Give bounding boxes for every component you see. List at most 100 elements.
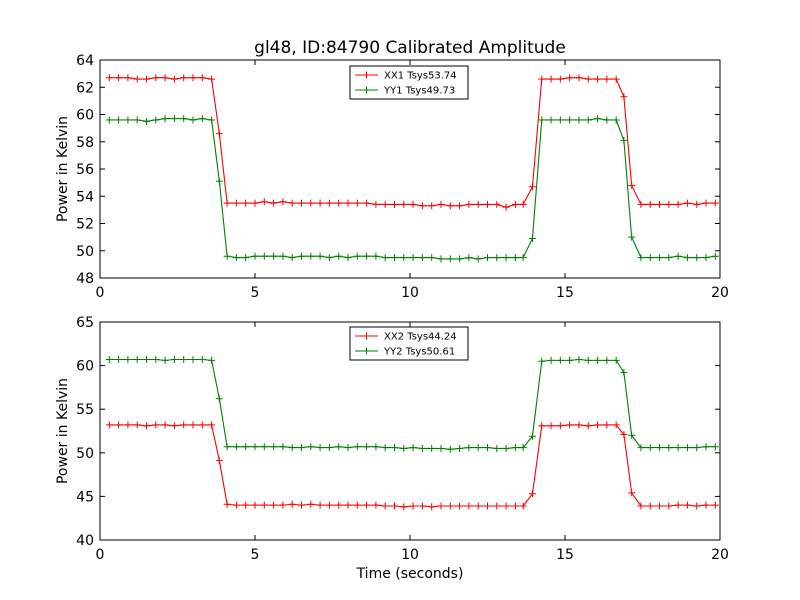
data-point [325, 199, 333, 207]
legend-label: XX2 Tsys44.24 [384, 332, 457, 343]
data-point [316, 252, 324, 260]
y-tick-label: 62 [76, 80, 94, 96]
data-point [279, 252, 287, 260]
data-point [603, 421, 611, 429]
data-point [702, 254, 710, 262]
data-point [603, 356, 611, 364]
legend-marker [363, 347, 370, 355]
legend-label: XX1 Tsys53.74 [384, 71, 457, 82]
data-point [400, 444, 408, 452]
data-point [656, 254, 664, 262]
data-point [161, 356, 169, 364]
data-point [428, 503, 436, 511]
data-point [232, 443, 240, 451]
data-point [353, 443, 361, 451]
data-point [437, 200, 445, 208]
data-point [208, 75, 216, 83]
x-tick-label: 15 [556, 285, 574, 301]
data-point [288, 199, 296, 207]
data-point [143, 75, 150, 83]
data-point [528, 183, 536, 191]
data-point [637, 254, 645, 262]
data-point [232, 199, 240, 207]
data-point [279, 443, 287, 451]
data-point [519, 444, 527, 452]
data-point [298, 199, 305, 207]
data-point [519, 502, 527, 510]
x-tick-label: 10 [401, 547, 419, 563]
data-point [115, 116, 123, 124]
data-point [152, 74, 160, 82]
data-point [418, 254, 426, 262]
data-point [409, 254, 417, 262]
data-point [665, 254, 673, 262]
x-tick-label: 0 [96, 547, 105, 563]
data-point [584, 356, 592, 364]
data-point [208, 356, 216, 364]
data-point [161, 421, 169, 429]
data-point [260, 443, 268, 451]
data-point [646, 444, 654, 452]
data-point [325, 501, 333, 509]
data-point [223, 199, 231, 207]
data-point [307, 500, 315, 508]
data-point [683, 501, 691, 509]
data-point [594, 75, 602, 83]
data-point [711, 501, 719, 509]
data-point [143, 355, 150, 363]
data-point [702, 443, 710, 451]
data-point [693, 502, 701, 510]
data-point [353, 252, 361, 260]
data-point [474, 502, 482, 510]
data-point [288, 254, 296, 262]
data-point [456, 202, 464, 210]
y-tick-label: 40 [76, 533, 94, 549]
data-point [170, 115, 178, 123]
data-point [528, 234, 536, 242]
data-point [251, 501, 259, 509]
data-point [646, 200, 654, 208]
data-point [124, 355, 132, 363]
legend-box [349, 65, 469, 100]
data-point [584, 75, 592, 83]
data-point [180, 74, 188, 82]
data-point [612, 116, 620, 124]
data-point [124, 116, 132, 124]
data-point [307, 199, 315, 207]
legend-marker [363, 332, 370, 340]
data-point [665, 200, 673, 208]
data-point [344, 501, 352, 509]
data-point [208, 116, 216, 124]
data-point [381, 502, 389, 510]
data-point [637, 200, 645, 208]
data-point [152, 421, 160, 429]
plot-frame [99, 321, 721, 541]
data-point [556, 356, 564, 364]
top-plot-panel: 0 5 10 15 20 48 50 52 54 56 58 60 62 64 Power in Kelvi… [55, 53, 729, 301]
data-point [170, 355, 178, 363]
data-point [437, 444, 445, 452]
data-point [133, 116, 141, 124]
plot-frame [99, 59, 721, 279]
data-point [511, 444, 519, 452]
data-point [484, 254, 491, 262]
data-point [538, 422, 546, 430]
data-point [363, 199, 371, 207]
data-point [143, 117, 150, 125]
data-point [363, 443, 371, 451]
y-tick-label: 56 [76, 162, 94, 178]
data-point [628, 431, 636, 439]
data-point [566, 74, 574, 82]
data-point [547, 356, 555, 364]
data-point [511, 502, 519, 510]
y-tick-label: 50 [76, 244, 94, 260]
data-point [307, 443, 315, 451]
data-point [180, 115, 188, 123]
data-point [547, 75, 555, 83]
data-point [335, 199, 343, 207]
data-point [325, 444, 333, 452]
data-point [502, 203, 510, 211]
y-tick-label: 50 [76, 446, 94, 462]
data-point [198, 355, 206, 363]
data-point [298, 501, 305, 509]
